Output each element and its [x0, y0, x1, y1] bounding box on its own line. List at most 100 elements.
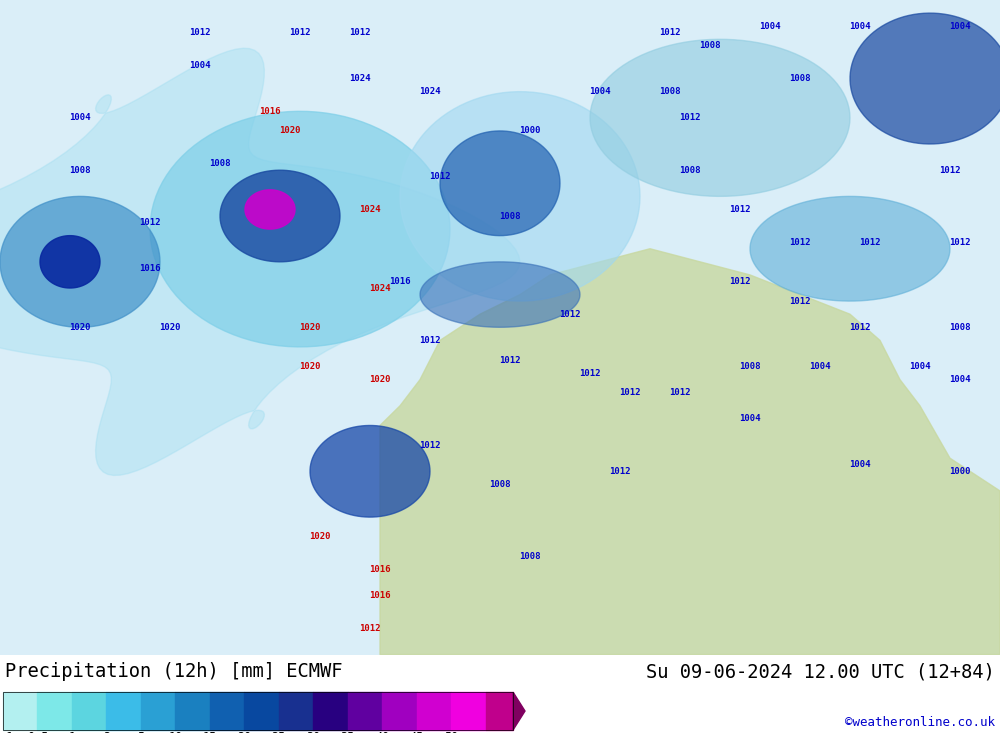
- Bar: [417, 692, 451, 730]
- Text: 1012: 1012: [419, 336, 441, 345]
- Text: 1012: 1012: [859, 237, 881, 247]
- Text: 1008: 1008: [489, 480, 511, 489]
- Text: 1024: 1024: [349, 74, 371, 83]
- Text: 1012: 1012: [189, 29, 211, 37]
- Text: 1004: 1004: [69, 114, 91, 122]
- Text: 1008: 1008: [679, 166, 701, 174]
- Text: 1004: 1004: [849, 460, 871, 469]
- Polygon shape: [750, 196, 950, 301]
- Text: 1016: 1016: [139, 264, 161, 273]
- Text: 1012: 1012: [659, 29, 681, 37]
- Text: 1020: 1020: [69, 323, 91, 332]
- Text: 1012: 1012: [559, 310, 581, 319]
- Text: Su 09-06-2024 12.00 UTC (12+84): Su 09-06-2024 12.00 UTC (12+84): [646, 663, 995, 682]
- Text: 1012: 1012: [729, 277, 751, 286]
- Text: Precipitation (12h) [mm] ECMWF: Precipitation (12h) [mm] ECMWF: [5, 663, 342, 682]
- Text: 1008: 1008: [519, 552, 541, 561]
- Text: 1008: 1008: [739, 362, 761, 371]
- Text: 1012: 1012: [359, 624, 381, 633]
- Polygon shape: [440, 131, 560, 235]
- Text: 1012: 1012: [679, 114, 701, 122]
- Polygon shape: [0, 196, 160, 327]
- Text: ©weatheronline.co.uk: ©weatheronline.co.uk: [845, 716, 995, 729]
- Bar: [244, 692, 279, 730]
- Bar: [210, 692, 244, 730]
- Text: 30: 30: [306, 732, 320, 733]
- Bar: [3, 692, 513, 730]
- Text: 35: 35: [341, 732, 355, 733]
- Text: 1012: 1012: [419, 441, 441, 449]
- Text: 0.5: 0.5: [27, 732, 48, 733]
- Text: 1012: 1012: [949, 237, 971, 247]
- Text: 1016: 1016: [389, 277, 411, 286]
- Text: 1020: 1020: [309, 532, 331, 541]
- Text: 1012: 1012: [139, 218, 161, 227]
- Bar: [348, 692, 382, 730]
- Text: 1016: 1016: [259, 107, 281, 116]
- Text: 50: 50: [444, 732, 458, 733]
- Text: 1012: 1012: [789, 237, 811, 247]
- Text: 1004: 1004: [849, 22, 871, 31]
- Text: 1: 1: [68, 732, 75, 733]
- Text: 1020: 1020: [159, 323, 181, 332]
- Text: 0.1: 0.1: [0, 732, 14, 733]
- Bar: [3, 692, 37, 730]
- Polygon shape: [310, 425, 430, 517]
- Text: 15: 15: [203, 732, 217, 733]
- Text: 45: 45: [409, 732, 424, 733]
- Text: 1016: 1016: [369, 591, 391, 600]
- Bar: [382, 692, 417, 730]
- Text: 10: 10: [168, 732, 182, 733]
- Bar: [106, 692, 141, 730]
- Text: 1012: 1012: [939, 166, 961, 174]
- Text: 1004: 1004: [189, 61, 211, 70]
- Polygon shape: [420, 262, 580, 327]
- Text: 1008: 1008: [789, 74, 811, 83]
- Text: 25: 25: [272, 732, 286, 733]
- Text: 20: 20: [237, 732, 251, 733]
- Polygon shape: [220, 170, 340, 262]
- Polygon shape: [0, 48, 520, 476]
- Text: 1012: 1012: [609, 467, 631, 476]
- Text: 1004: 1004: [949, 375, 971, 384]
- Bar: [37, 692, 72, 730]
- Text: 1020: 1020: [299, 362, 321, 371]
- Text: 1024: 1024: [369, 284, 391, 292]
- Text: 1012: 1012: [429, 172, 451, 181]
- Text: 40: 40: [375, 732, 389, 733]
- Text: 1004: 1004: [809, 362, 831, 371]
- Text: 1020: 1020: [279, 126, 301, 136]
- Text: 1004: 1004: [589, 87, 611, 96]
- Text: 1020: 1020: [299, 323, 321, 332]
- Polygon shape: [380, 248, 1000, 655]
- Text: 1016: 1016: [369, 565, 391, 574]
- Bar: [313, 692, 348, 730]
- Text: 1012: 1012: [579, 369, 601, 377]
- Polygon shape: [400, 92, 640, 301]
- Text: 1012: 1012: [289, 29, 311, 37]
- Polygon shape: [150, 111, 450, 347]
- Text: 1004: 1004: [909, 362, 931, 371]
- Text: 1000: 1000: [519, 126, 541, 136]
- Text: 1012: 1012: [499, 356, 521, 364]
- Text: 1020: 1020: [369, 375, 391, 384]
- Text: 1008: 1008: [499, 212, 521, 221]
- Text: 1012: 1012: [669, 388, 691, 397]
- Text: 1012: 1012: [619, 388, 641, 397]
- Text: 1008: 1008: [659, 87, 681, 96]
- Text: 1004: 1004: [949, 22, 971, 31]
- Bar: [175, 692, 210, 730]
- Text: 1012: 1012: [349, 29, 371, 37]
- Text: 1024: 1024: [359, 205, 381, 214]
- Text: 1012: 1012: [849, 323, 871, 332]
- Text: 1012: 1012: [789, 297, 811, 306]
- Text: 1004: 1004: [759, 22, 781, 31]
- Text: 2: 2: [103, 732, 110, 733]
- Bar: [279, 692, 313, 730]
- Text: 1024: 1024: [419, 87, 441, 96]
- Text: 1004: 1004: [739, 414, 761, 424]
- Text: 1012: 1012: [729, 205, 751, 214]
- Text: 1008: 1008: [949, 323, 971, 332]
- Polygon shape: [40, 235, 100, 288]
- Text: 1008: 1008: [699, 41, 721, 51]
